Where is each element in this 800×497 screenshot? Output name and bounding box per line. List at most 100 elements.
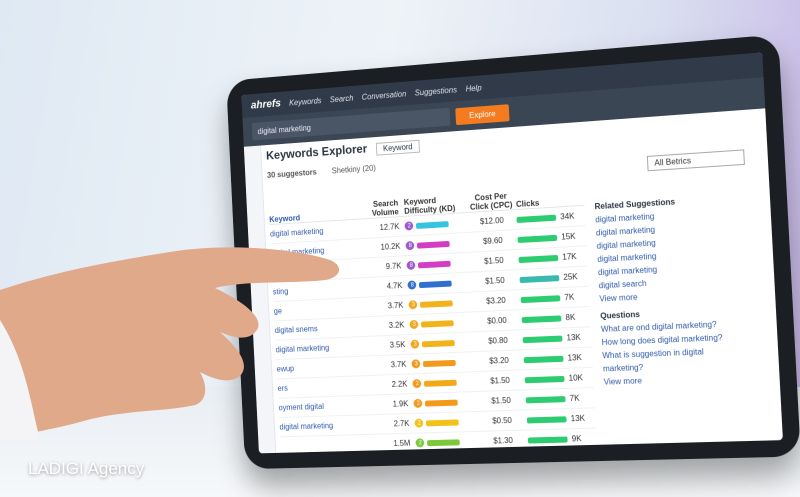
kd-bar xyxy=(421,320,454,327)
right-panel: Related Suggestions digital marketing digi… xyxy=(594,187,748,389)
explore-button[interactable]: Explore xyxy=(455,104,509,125)
cpc: $0.00 xyxy=(472,315,522,326)
kd-cell: 8 xyxy=(407,258,470,270)
cpc: $3.20 xyxy=(471,295,521,306)
volume: 4.7K xyxy=(363,281,408,292)
clicks-cell: 13K xyxy=(523,332,592,344)
kd-cell: 3 xyxy=(411,337,474,348)
kd-bar xyxy=(416,221,449,229)
volume: 10.2K xyxy=(361,241,406,252)
nav-link[interactable]: Search xyxy=(330,93,354,104)
kd-badge: 2 xyxy=(416,438,425,447)
cpc: $1.50 xyxy=(476,395,526,406)
volume: 2.7K xyxy=(370,419,415,429)
cpc: $0.80 xyxy=(473,335,523,346)
kd-badge: 3 xyxy=(412,359,421,368)
clicks-cell: 8K xyxy=(522,312,591,324)
kd-badge: 2 xyxy=(405,221,414,230)
clicks-cell: 25K xyxy=(520,272,589,285)
clicks-bar xyxy=(526,396,566,403)
clicks: 13K xyxy=(566,333,581,343)
volume: 3.2K xyxy=(365,320,410,331)
clicks-bar xyxy=(528,436,568,443)
cpc: $1.50 xyxy=(470,275,520,286)
clicks-cell: 7K xyxy=(526,393,595,404)
volume: 12.7K xyxy=(360,222,405,233)
kd-cell: 2 xyxy=(416,437,479,448)
hand xyxy=(0,200,360,440)
cpc: $1.50 xyxy=(475,375,525,386)
kd-bar xyxy=(427,439,460,446)
cpc: $9.60 xyxy=(468,235,518,247)
clicks-cell: 17K xyxy=(519,251,588,264)
kd-bar xyxy=(418,260,451,268)
clicks-bar xyxy=(521,295,561,303)
clicks-bar xyxy=(517,214,557,222)
kd-cell: 8 xyxy=(408,278,471,290)
kd-cell: 8 xyxy=(406,238,469,250)
clicks: 13K xyxy=(567,353,582,363)
clicks-cell: 15K xyxy=(518,231,587,244)
clicks: 34K xyxy=(560,212,575,222)
nav-link[interactable]: Suggestions xyxy=(415,85,458,97)
volume: 3.5K xyxy=(366,340,411,351)
clicks-bar xyxy=(520,275,560,283)
clicks-cell: 10K xyxy=(525,373,594,384)
clicks: 10K xyxy=(568,373,583,383)
kd-bar xyxy=(424,379,457,386)
kd-cell: 2 xyxy=(414,397,477,408)
kd-badge: 3 xyxy=(409,300,418,309)
cpc: $1.30 xyxy=(478,436,528,446)
volume: 3.7K xyxy=(364,300,409,311)
clicks: 15K xyxy=(561,232,576,242)
kd-bar xyxy=(426,419,459,426)
clicks-cell: 34K xyxy=(517,211,586,224)
kd-badge: 2 xyxy=(413,379,422,388)
kd-bar xyxy=(419,280,452,288)
clicks: 7K xyxy=(564,293,574,303)
cpc: $0.50 xyxy=(477,415,527,425)
kd-cell: 2 xyxy=(413,377,476,388)
clicks-bar xyxy=(519,254,559,262)
kd-bar xyxy=(423,359,456,366)
cpc: $3.20 xyxy=(474,355,524,366)
clicks-cell: 13K xyxy=(527,413,596,424)
hand-shape xyxy=(0,247,339,438)
cpc: $12.00 xyxy=(467,215,517,227)
clicks: 7K xyxy=(569,394,579,403)
nav-link[interactable]: Keywords xyxy=(289,96,322,107)
column-header: Keyword Difficulty (KD) xyxy=(404,194,467,216)
tab[interactable]: 30 suggestors xyxy=(267,168,317,180)
kd-bar xyxy=(420,300,453,307)
column-header: Cost Per Click (CPC) xyxy=(466,191,517,212)
nav-link[interactable]: Help xyxy=(465,83,481,93)
kd-bar xyxy=(425,399,458,406)
clicks: 17K xyxy=(562,252,577,262)
watermark: LADIGI Agency xyxy=(28,459,144,479)
nav-link[interactable]: Conversation xyxy=(362,89,407,101)
clicks: 8K xyxy=(565,313,575,323)
kd-badge: 2 xyxy=(414,399,423,408)
kd-badge: 8 xyxy=(408,280,417,289)
kd-bar xyxy=(417,240,450,248)
clicks-bar xyxy=(524,355,564,363)
clicks: 25K xyxy=(563,272,578,282)
clicks-bar xyxy=(522,315,562,323)
kd-badge: 2 xyxy=(415,419,424,428)
kd-badge: 3 xyxy=(411,340,420,349)
kd-badge: 8 xyxy=(407,261,416,270)
kd-badge: 8 xyxy=(406,241,415,250)
clicks-cell: 13K xyxy=(524,353,593,365)
clicks-bar xyxy=(525,375,565,382)
tab[interactable]: Shetkiny (20) xyxy=(332,164,376,176)
volume: 2.2K xyxy=(368,379,413,389)
kd-cell: 2 xyxy=(405,218,468,231)
keyword-cell xyxy=(280,444,371,446)
column-header: Search Volume xyxy=(359,198,404,218)
clicks: 9K xyxy=(572,434,582,443)
clicks-cell: 9K xyxy=(528,434,597,445)
kd-cell: 2 xyxy=(415,417,478,428)
kd-cell: 3 xyxy=(412,357,475,368)
logo: ahrefs xyxy=(251,98,282,112)
